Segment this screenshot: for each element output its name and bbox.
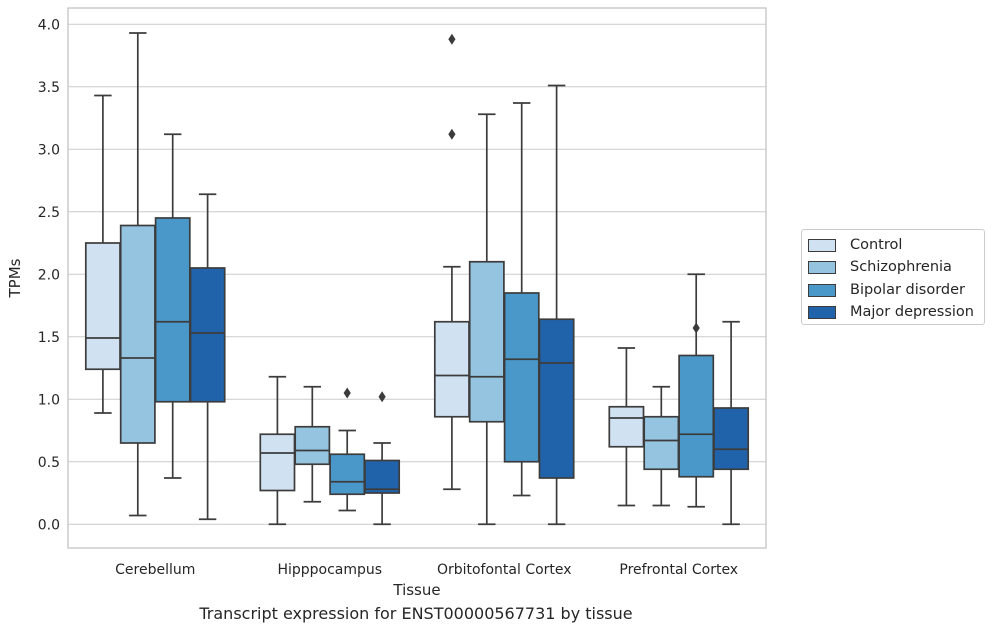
legend-label-bipolar-disorder: Bipolar disorder <box>850 282 965 298</box>
legend-item-control: Control <box>808 235 902 255</box>
box-bipolar-disorder-hipppocampus <box>329 387 366 512</box>
y-tick-label: 0.5 <box>38 455 60 471</box>
box-bipolar-disorder-cerebellum <box>154 133 191 479</box>
box-iqr <box>119 224 156 444</box>
legend: Control Schizophrenia Bipolar disorder M… <box>801 229 985 325</box>
box-iqr <box>678 354 715 478</box>
y-tick-label: 1.5 <box>38 330 60 346</box>
plot-frame <box>67 7 767 549</box>
x-tick-label: Orbitofontal Cortex <box>437 562 572 578</box>
box-control-cerebellum <box>84 94 121 414</box>
box-iqr <box>189 267 226 403</box>
outlier-point <box>448 33 456 45</box>
box-iqr <box>538 318 575 479</box>
box-iqr <box>713 407 750 471</box>
y-tick-label: 1.0 <box>38 392 60 408</box>
box-major-depression-hipppocampus <box>364 391 401 526</box>
legend-label-schizophrenia: Schizophrenia <box>850 259 952 275</box>
box-schizophrenia-prefrontal-cortex <box>643 385 680 507</box>
legend-swatch-control <box>808 238 836 252</box>
box-iqr <box>364 459 401 494</box>
y-tick-label: 4.0 <box>38 17 60 33</box>
outlier-point <box>378 391 386 403</box>
box-groups <box>84 32 750 526</box>
legend-label-major-depression: Major depression <box>850 304 974 320</box>
outlier-point <box>343 387 351 399</box>
x-axis-label: Tissue <box>392 581 440 599</box>
box-iqr <box>329 453 366 496</box>
x-tick-label: Hipppocampus <box>277 562 382 578</box>
legend-item-bipolar-disorder: Bipolar disorder <box>808 280 965 300</box>
box-iqr <box>84 242 121 371</box>
legend-swatch-bipolar-disorder <box>808 283 836 297</box>
box-major-depression-orbitofontal-cortex <box>538 84 575 526</box>
legend-item-schizophrenia: Schizophrenia <box>808 257 952 277</box>
legend-item-major-depression: Major depression <box>808 302 974 322</box>
x-tick-label: Prefrontal Cortex <box>619 562 738 578</box>
box-iqr <box>433 320 470 418</box>
box-control-orbitofontal-cortex <box>433 33 470 491</box>
box-iqr <box>608 405 645 448</box>
x-axis-ticks: Cerebellum Hipppocampus Orbitofontal Corte… <box>115 562 738 578</box>
box-iqr <box>294 425 331 466</box>
y-axis-label: TPMs <box>6 258 24 298</box>
box-bipolar-disorder-prefrontal-cortex <box>678 273 715 508</box>
box-control-prefrontal-cortex <box>608 347 645 507</box>
box-major-depression-cerebellum <box>189 193 226 521</box>
y-tick-label: 3.5 <box>38 80 60 96</box>
box-iqr <box>503 292 540 463</box>
outlier-point <box>448 128 456 140</box>
box-iqr <box>154 217 191 403</box>
box-bipolar-disorder-orbitofontal-cortex <box>503 102 540 497</box>
box-schizophrenia-orbitofontal-cortex <box>468 113 505 526</box>
y-tick-label: 2.0 <box>38 267 60 283</box>
y-tick-label: 2.5 <box>38 205 60 221</box>
box-schizophrenia-hipppocampus <box>294 385 331 503</box>
box-schizophrenia-cerebellum <box>119 32 156 517</box>
y-axis-ticks: 0.0 0.5 1.0 1.5 2.0 2.5 3.0 3.5 4.0 <box>38 17 60 533</box>
y-tick-label: 3.0 <box>38 142 60 158</box>
legend-label-control: Control <box>850 237 903 253</box>
outlier-point <box>692 322 700 334</box>
box-major-depression-prefrontal-cortex <box>713 320 750 526</box>
legend-swatch-schizophrenia <box>808 260 836 274</box>
chart-caption: Transcript expression for ENST0000056773… <box>199 604 633 623</box>
box-iqr <box>643 415 680 471</box>
box-iqr <box>259 433 296 492</box>
legend-swatch-major-depression <box>808 305 836 319</box>
x-tick-label: Cerebellum <box>115 562 195 578</box>
y-tick-label: 0.0 <box>38 517 60 533</box>
box-iqr <box>468 260 505 423</box>
